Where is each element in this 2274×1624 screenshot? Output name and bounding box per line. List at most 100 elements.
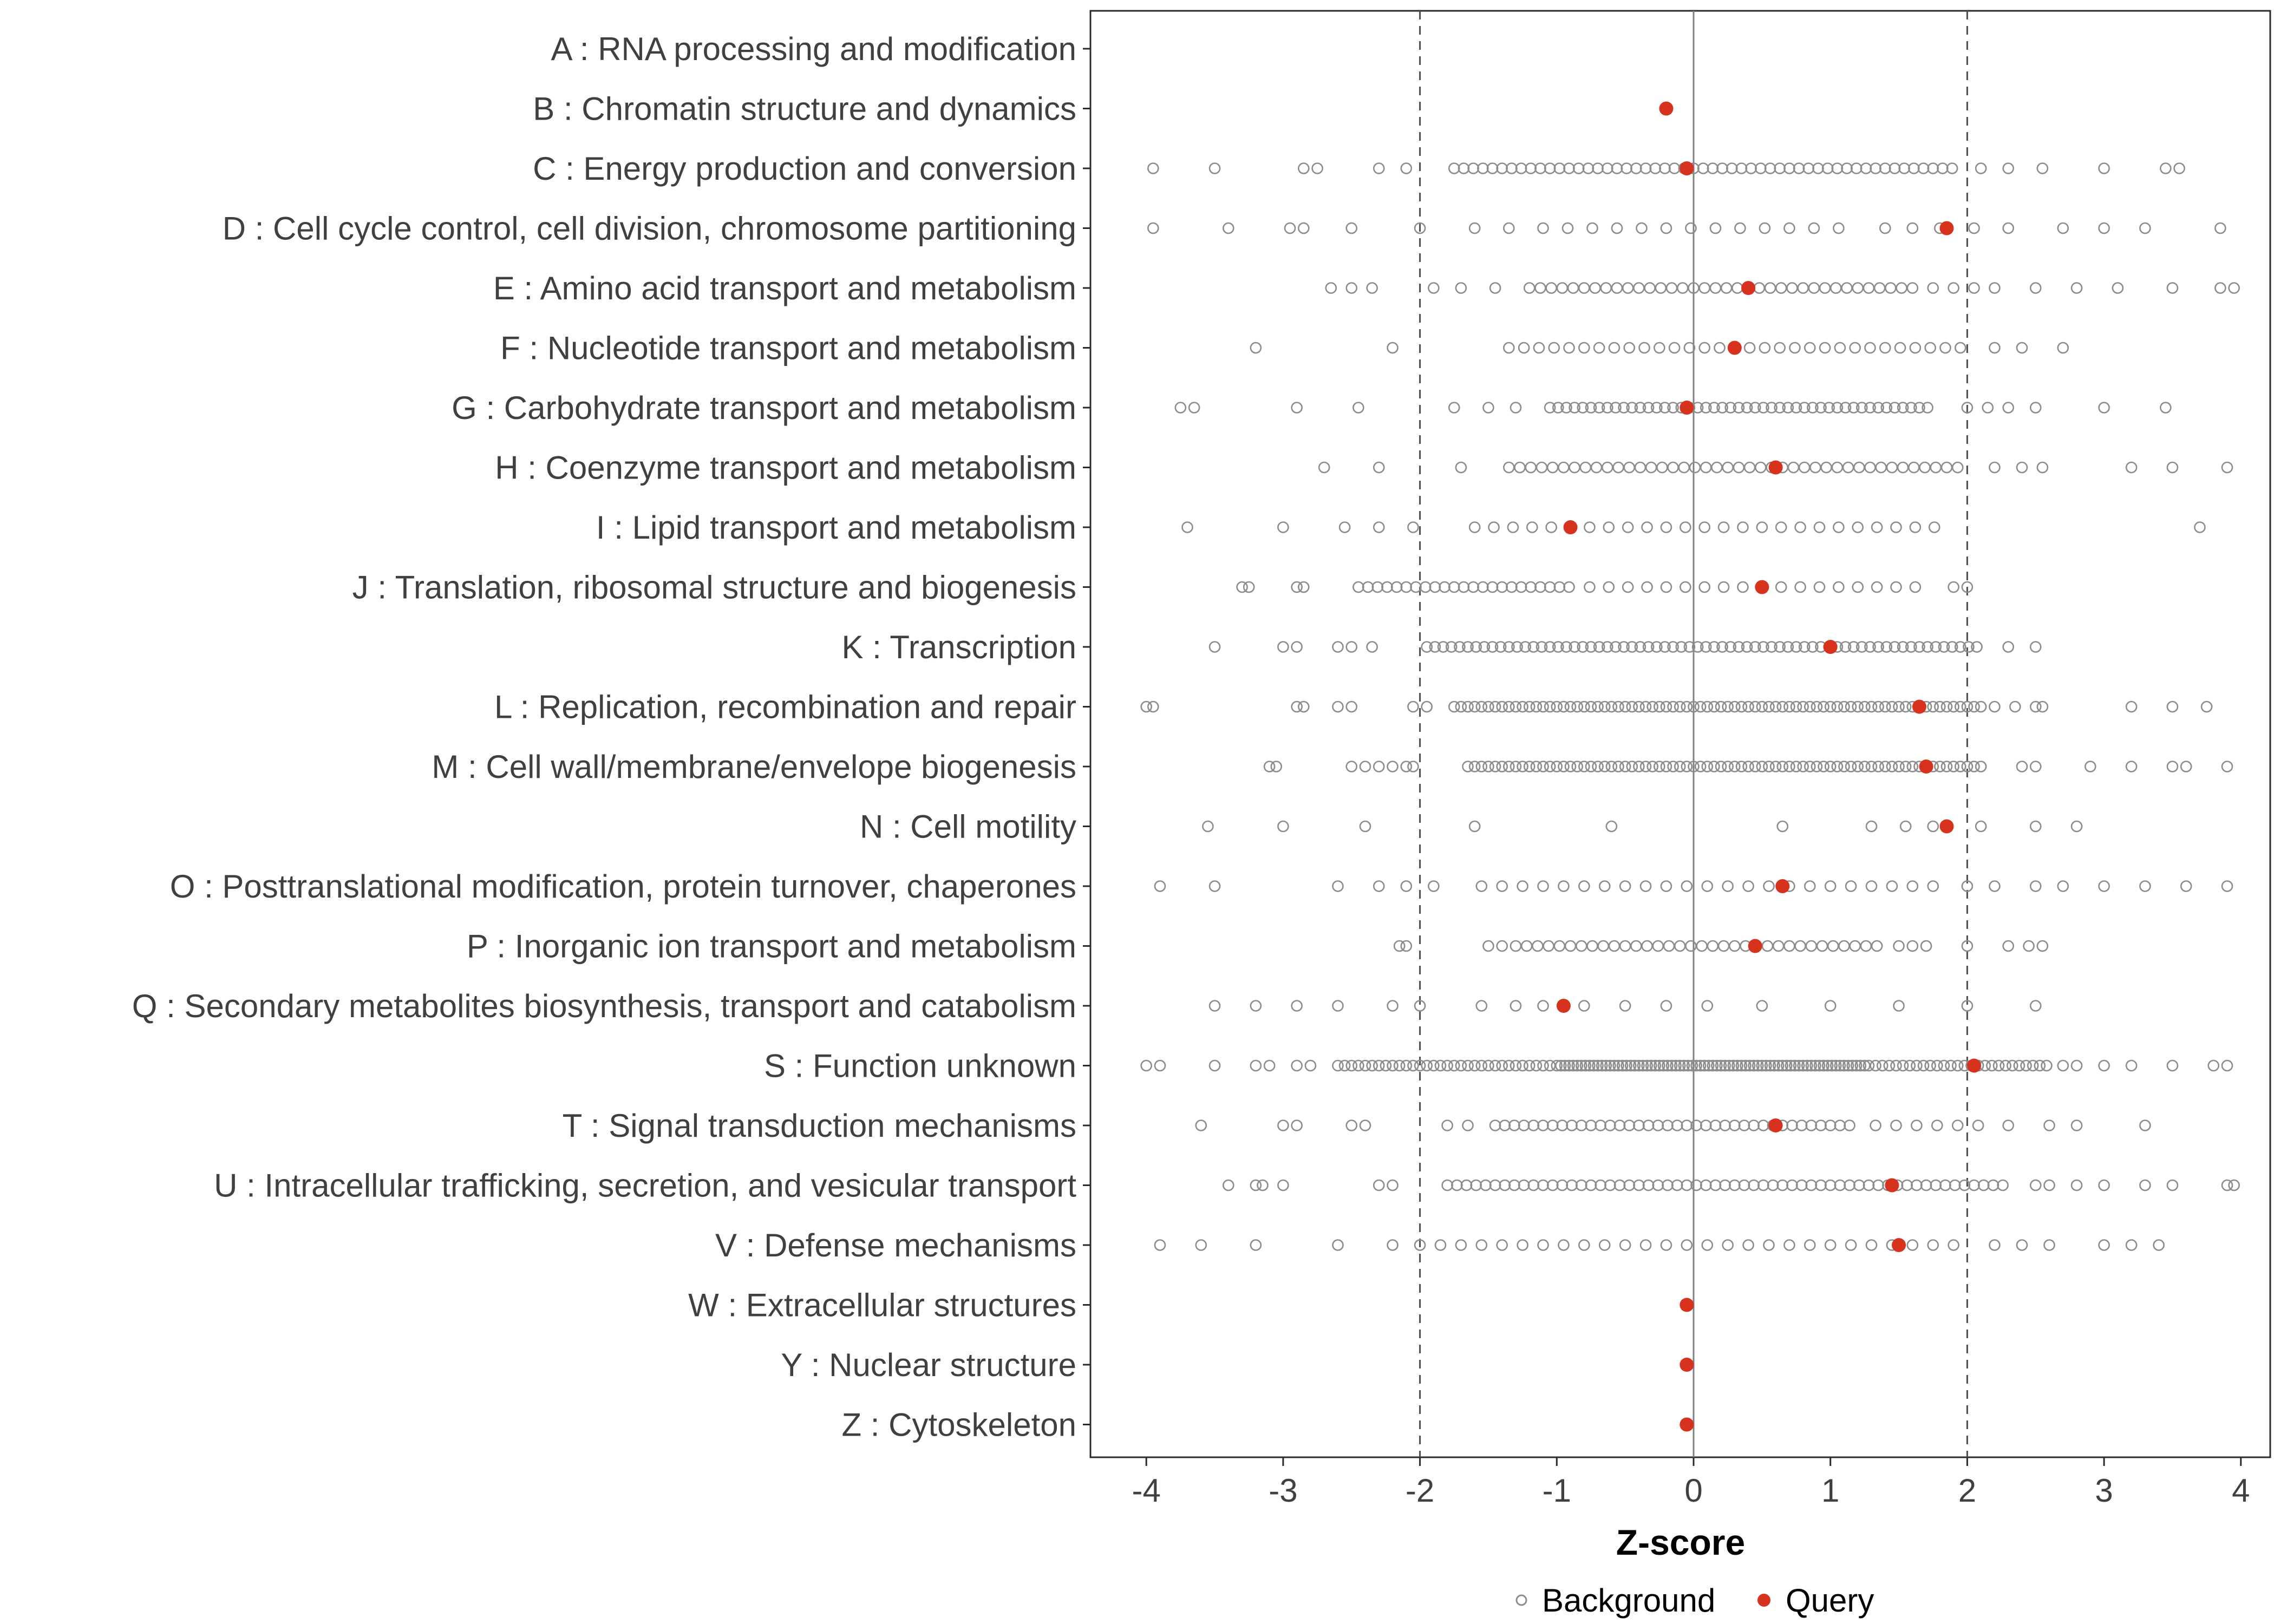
background-point [1584, 521, 1596, 533]
background-point [1585, 761, 1597, 772]
background-point [1872, 402, 1884, 414]
query-point [1680, 161, 1694, 175]
background-point [1527, 1119, 1540, 1131]
background-point [1972, 1119, 1984, 1131]
background-point [1729, 1179, 1741, 1191]
background-point [1637, 1059, 1649, 1072]
background-point [1608, 342, 1620, 354]
background-point [1870, 1059, 1881, 1072]
background-point [1611, 222, 1623, 234]
background-point [1642, 641, 1655, 653]
background-point [1719, 1119, 1731, 1131]
background-point [1716, 641, 1728, 653]
background-point [1577, 641, 1589, 653]
background-point [1530, 1059, 1543, 1072]
background-point [1844, 1119, 1855, 1131]
background-point [1345, 641, 1358, 653]
background-point [1805, 1059, 1818, 1072]
background-point [1596, 1059, 1608, 1072]
background-point [1448, 581, 1460, 593]
background-point [1448, 402, 1460, 414]
background-point [1909, 581, 1922, 593]
background-point [1774, 162, 1786, 174]
background-point [1345, 1059, 1358, 1072]
query-point [1741, 281, 1756, 295]
background-point [1776, 820, 1789, 833]
background-point [1809, 1059, 1821, 1072]
background-point [1462, 1119, 1474, 1131]
background-point [2029, 1179, 2042, 1191]
background-point [1986, 1059, 1998, 1072]
background-point [1951, 1119, 1964, 1131]
background-point [1948, 282, 1959, 294]
legend-query-label: Query [1786, 1582, 1874, 1619]
background-point [1790, 402, 1802, 414]
background-point [2043, 1119, 2055, 1131]
background-point [1622, 521, 1634, 533]
background-point [1537, 761, 1549, 772]
background-point [1838, 700, 1850, 713]
background-point [1373, 1179, 1385, 1191]
background-point [1439, 581, 1450, 593]
background-point [1558, 1239, 1570, 1251]
background-point [1938, 1059, 1950, 1072]
background-point [1518, 1179, 1530, 1191]
category-label: T : Signal transduction mechanisms [563, 1108, 1076, 1144]
background-point [1559, 1059, 1571, 1072]
background-point [1428, 880, 1440, 892]
background-point [1641, 521, 1653, 533]
background-point [1700, 402, 1712, 414]
background-point [1864, 402, 1876, 414]
background-point [1756, 1059, 1768, 1072]
background-point [2166, 700, 2179, 713]
background-point [1579, 1059, 1592, 1072]
background-point [1824, 880, 1837, 892]
background-point [1839, 402, 1852, 414]
background-point [1948, 1239, 1959, 1251]
background-point [1277, 1119, 1289, 1131]
background-point [1968, 1179, 1980, 1191]
background-point [1690, 1059, 1702, 1072]
background-point [1760, 1059, 1772, 1072]
background-point [1722, 1239, 1734, 1251]
background-point [1304, 1059, 1317, 1072]
background-point [1890, 1119, 1902, 1131]
background-point [1805, 1119, 1818, 1131]
background-point [1741, 641, 1753, 653]
legend-background-icon [1515, 1594, 1527, 1606]
query-point [1727, 340, 1742, 355]
background-point [1889, 402, 1901, 414]
background-point [1208, 641, 1221, 653]
background-point [2221, 880, 2233, 892]
background-point [1871, 581, 1883, 593]
background-point [1345, 700, 1358, 713]
background-point [1598, 761, 1611, 772]
background-point [1291, 402, 1303, 414]
background-point [2125, 761, 2138, 772]
background-point [2125, 1239, 2138, 1251]
background-point [1930, 641, 1942, 653]
background-point [1815, 1179, 1827, 1191]
background-point [1911, 1179, 1923, 1191]
background-point [1626, 761, 1638, 772]
background-point [1147, 700, 1159, 713]
background-point [2160, 162, 2172, 174]
background-point [1480, 1179, 1492, 1191]
background-point [1793, 1059, 1805, 1072]
background-point [1757, 1119, 1769, 1131]
background-point [1496, 940, 1508, 952]
background-point [1879, 162, 1891, 174]
background-point [1834, 1179, 1846, 1191]
background-point [1455, 700, 1467, 713]
background-point [1277, 641, 1289, 653]
background-point [1756, 1000, 1768, 1012]
background-point [1601, 402, 1613, 414]
background-point [1612, 1059, 1624, 1072]
background-point [1620, 162, 1632, 174]
background-point [1387, 1239, 1399, 1251]
background-point [1819, 342, 1831, 354]
background-point [1729, 1119, 1741, 1131]
background-point [1870, 162, 1881, 174]
background-point [1510, 761, 1522, 772]
background-point [1756, 761, 1768, 772]
